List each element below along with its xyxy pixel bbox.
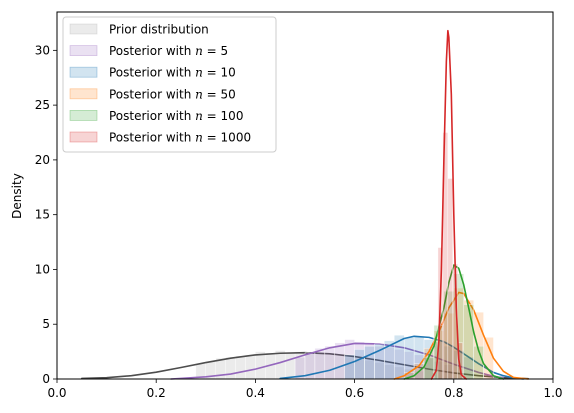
x-tick-label: 0.6	[345, 386, 364, 400]
histogram-bar	[284, 352, 296, 380]
histogram-bar	[275, 350, 286, 380]
legend-box	[62, 16, 277, 153]
x-tick-label: 1.0	[543, 386, 562, 400]
histogram-bar	[463, 304, 474, 380]
y-tick-label: 25	[35, 98, 50, 112]
legend-swatch	[69, 66, 98, 78]
series-2	[279, 334, 525, 380]
kde-line	[403, 264, 505, 380]
x-tick-label: 0.0	[47, 386, 66, 400]
legend-swatch	[69, 23, 98, 35]
series-4	[403, 264, 505, 380]
plot-area	[81, 29, 529, 380]
axes-frame	[56, 11, 554, 380]
legend-swatch	[69, 88, 98, 100]
legend-item: Posterior with n = 100	[69, 109, 243, 123]
histogram-bar	[354, 349, 365, 380]
histogram-bar	[225, 356, 236, 380]
legend-item: Posterior with n = 10	[69, 66, 236, 80]
y-tick-label: 5	[42, 317, 50, 331]
legend-swatch	[69, 110, 98, 121]
kde-line	[430, 29, 467, 380]
kde-line	[393, 291, 529, 380]
y-tick-label: 30	[35, 43, 50, 57]
legend-label: Posterior with n = 1000	[109, 131, 251, 145]
histogram-bar	[255, 351, 266, 380]
y-axis-label: Density	[10, 173, 24, 219]
legend-swatch	[69, 131, 98, 143]
histogram-bar	[344, 354, 355, 380]
histogram-bar	[334, 342, 345, 380]
legend-label: Posterior with n = 10	[109, 66, 236, 80]
y-tick-label: 10	[35, 262, 50, 276]
x-tick-label: 0.4	[246, 386, 265, 400]
histogram-bar	[447, 178, 454, 380]
y-axis: 0 5 10 15 20 25 30	[35, 43, 57, 386]
y-tick-label: 0	[42, 372, 50, 386]
legend-swatch	[69, 45, 98, 56]
histogram-bar	[235, 355, 246, 380]
x-axis: 0.0 0.2 0.4 0.6 0.8 1.0	[47, 379, 563, 400]
x-tick-label: 0.8	[444, 386, 463, 400]
legend-item: Prior distribution	[69, 23, 209, 37]
legend-label: Posterior with n = 50	[109, 87, 236, 101]
y-tick-label: 20	[35, 153, 50, 167]
x-tick-label: 0.2	[147, 386, 166, 400]
legend-label: Prior distribution	[109, 23, 209, 37]
legend-item: Posterior with n = 50	[69, 87, 236, 101]
y-tick-label: 15	[35, 208, 50, 222]
kde-line	[170, 342, 505, 380]
histogram-bar	[364, 345, 375, 380]
histogram-bar	[245, 354, 256, 380]
legend-item: Posterior with n = 1000	[69, 131, 251, 145]
histogram-bar	[314, 348, 326, 380]
legend-item: Posterior with n = 5	[69, 44, 228, 58]
legend-label: Posterior with n = 5	[109, 44, 228, 58]
histogram-bar	[324, 345, 335, 380]
series-1	[170, 339, 505, 380]
legend-label: Posterior with n = 100	[109, 109, 243, 123]
legend: Prior distribution Posterior with n = 5 Po…	[62, 16, 277, 153]
